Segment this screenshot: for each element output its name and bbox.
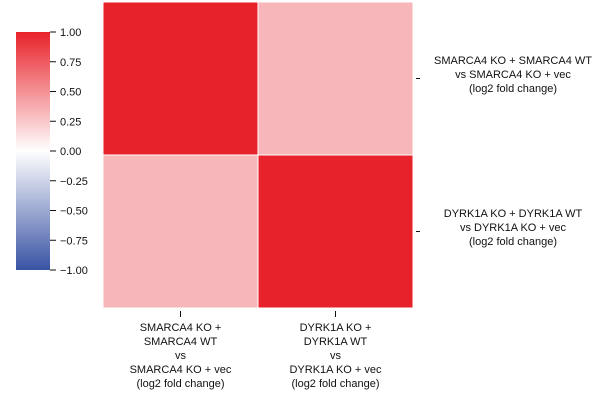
column-label-line: vs	[330, 350, 341, 362]
colorbar-tick-label: 1.00	[60, 27, 81, 39]
column-label-line: (log2 fold change)	[291, 378, 380, 390]
row-label-line: (log2 fold change)	[468, 235, 558, 248]
column-label-line: DYRK1A KO + vec	[289, 364, 382, 376]
column-label-line: SMARCA4 KO + vec	[129, 364, 232, 376]
colorbar-gradient	[16, 32, 50, 270]
row-label-line: (log2 fold change)	[468, 82, 558, 95]
heatmap-cells	[102, 1, 414, 309]
heatmap-cell-r1-c0	[102, 154, 259, 309]
colorbar: 1.00 0.75 0.50 0.25 0.00 −0.25 −0.50 −0.75 −1.00	[16, 27, 88, 277]
column-label-line: SMARCA4 KO +	[139, 322, 222, 334]
heatmap-cell-r1-c1	[257, 154, 414, 309]
colorbar-tick-label: −1.00	[60, 265, 88, 277]
row-label-line: vs SMARCA4 KO + vec	[455, 68, 571, 81]
column-label-line: vs	[175, 350, 186, 362]
column-label-line: DYRK1A WT	[303, 336, 368, 348]
row-label-line: SMARCA4 KO + SMARCA4 WT	[433, 54, 592, 67]
row-label-0: SMARCA4 KO + SMARCA4 WT vs SMARCA4 KO + v…	[418, 54, 608, 96]
colorbar-tick-label: −0.25	[60, 176, 88, 188]
column-label-1: DYRK1A KO + DYRK1A WT vs DYRK1A KO + vec (lo…	[241, 321, 431, 391]
row-label-1: DYRK1A KO + DYRK1A WT vs DYRK1A KO + vec(…	[418, 207, 608, 249]
colorbar-tick-label: 0.00	[60, 146, 81, 158]
colorbar-tick-label: 0.25	[60, 116, 81, 128]
row-label-line: DYRK1A KO + DYRK1A WT	[443, 207, 583, 220]
colorbar-tick-label: 0.50	[60, 87, 81, 99]
column-label-0: SMARCA4 KO + SMARCA4 WT vs SMARCA4 KO + vec…	[86, 321, 276, 391]
column-label-line: DYRK1A KO +	[299, 322, 372, 334]
heatmap-cell-r0-c0	[102, 1, 259, 156]
heatmap-cell-r0-c1	[257, 1, 414, 156]
row-tick-marks	[416, 78, 420, 232]
colorbar-tick-label: −0.75	[60, 235, 88, 247]
column-label-line: (log2 fold change)	[136, 378, 225, 390]
colorbar-tick-label: −0.50	[60, 206, 88, 218]
colorbar-tick-label: 0.75	[60, 57, 81, 69]
column-label-line: SMARCA4 WT	[143, 336, 218, 348]
row-label-line: vs DYRK1A KO + vec	[459, 221, 567, 234]
column-tick-marks	[180, 311, 336, 317]
